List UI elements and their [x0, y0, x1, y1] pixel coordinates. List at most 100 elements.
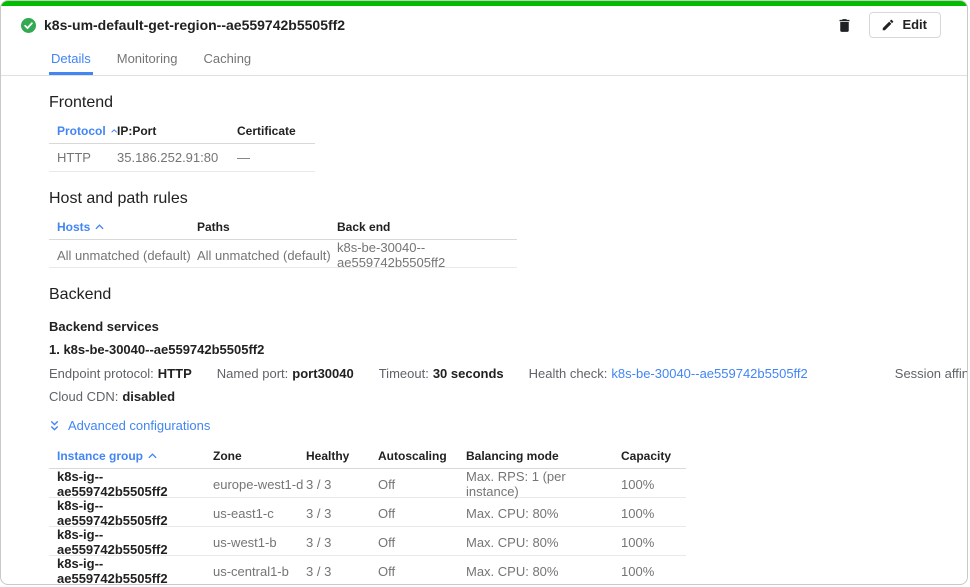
instance-group-table-header: Instance group Zone Healthy Autoscaling … — [49, 444, 686, 469]
healthy-cell: 3 / 3 — [306, 505, 332, 521]
advanced-configurations-label: Advanced configurations — [68, 418, 211, 433]
column-header-balancing-mode[interactable]: Balancing mode — [466, 449, 559, 463]
page-header: k8s-um-default-get-region--ae559742b5505… — [1, 6, 967, 44]
autoscaling-cell: Off — [378, 563, 396, 579]
autoscaling-cell: Off — [378, 534, 396, 550]
endpoint-protocol-value: HTTP — [157, 366, 192, 381]
column-header-label: Protocol — [57, 124, 106, 138]
column-header-autoscaling[interactable]: Autoscaling — [378, 449, 447, 463]
zone-cell: us-west1-b — [213, 534, 277, 550]
capacity-cell: 100% — [621, 505, 655, 521]
zone-cell: us-central1-b — [213, 563, 289, 579]
instance-group-row: k8s-ig--ae559742b5505ff2 us-west1-b 3 / … — [49, 527, 686, 557]
named-port-label: Named port: — [216, 366, 289, 381]
instance-group-row: k8s-ig--ae559742b5505ff2 us-central1-b 3… — [49, 556, 686, 585]
table-cell: k8s-be-30040--ae559742b5505ff2 — [337, 240, 446, 270]
edit-button-label: Edit — [902, 17, 927, 32]
healthy-cell: 3 / 3 — [306, 476, 332, 492]
named-port: Named port: port30040 — [217, 366, 354, 381]
frontend-table-header: Protocol IP:Port Certificate — [49, 119, 315, 144]
session-affinity: Session affinity:None — [894, 366, 967, 381]
tab-monitoring[interactable]: Monitoring — [116, 51, 178, 66]
column-header-certificate[interactable]: Certificate — [237, 124, 296, 138]
column-header-healthy[interactable]: Healthy — [306, 449, 350, 463]
balancing-mode-cell: Max. RPS: 1 (per instance) — [466, 469, 566, 499]
capacity-cell: 100% — [621, 476, 655, 492]
backend-service-name: 1. k8s-be-30040--ae559742b5505ff2 — [49, 342, 265, 357]
named-port-value: port30040 — [292, 366, 354, 381]
autoscaling-cell: Off — [378, 476, 396, 492]
instance-group-name-cell: k8s-ig--ae559742b5505ff2 — [57, 556, 168, 585]
delete-button[interactable] — [832, 13, 857, 38]
session-affinity-label: Session affinity: — [894, 366, 967, 381]
cloud-cdn-value: disabled — [122, 389, 176, 404]
cloud-cdn: Cloud CDN: disabled — [49, 389, 175, 404]
healthy-cell: 3 / 3 — [306, 534, 332, 550]
health-check: Health check: k8s-be-30040--ae559742b5505… — [529, 366, 808, 381]
column-header-label: Instance group — [57, 449, 144, 463]
timeout: Timeout: 30 seconds — [379, 366, 504, 381]
page-title: k8s-um-default-get-region--ae559742b5505… — [44, 17, 346, 33]
column-header-protocol[interactable]: Protocol — [57, 124, 117, 138]
tab-caching[interactable]: Caching — [203, 51, 252, 66]
column-header-ip-port[interactable]: IP:Port — [117, 124, 157, 138]
balancing-mode-cell: Max. CPU: 80% — [466, 563, 559, 579]
tab-bar: Details Monitoring Caching — [1, 44, 967, 76]
timeout-value: 30 seconds — [432, 366, 504, 381]
instance-group-name-cell: k8s-ig--ae559742b5505ff2 — [57, 527, 168, 557]
instance-group-name-cell: k8s-ig--ae559742b5505ff2 — [57, 469, 168, 499]
capacity-cell: 100% — [621, 563, 655, 579]
pencil-icon — [883, 19, 894, 30]
cloud-cdn-row: Cloud CDN: disabled — [49, 389, 919, 404]
tab-details[interactable]: Details — [49, 47, 93, 75]
sort-ascending-icon — [95, 224, 104, 230]
health-check-link[interactable]: k8s-be-30040--ae559742b5505ff2 — [611, 366, 808, 381]
backend-service-meta: Endpoint protocol: HTTP Named port: port30… — [49, 366, 967, 381]
frontend-table-row: HTTP 35.186.252.91:80 — — [49, 144, 315, 172]
double-chevron-down-icon — [50, 420, 59, 431]
status-healthy-icon — [21, 17, 36, 33]
zone-cell: europe-west1-d — [213, 476, 304, 492]
column-header-label: Hosts — [57, 220, 91, 234]
sort-ascending-icon — [110, 129, 117, 133]
capacity-cell: 100% — [621, 534, 655, 550]
autoscaling-cell: Off — [378, 505, 396, 521]
balancing-mode-cell: Max. CPU: 80% — [466, 505, 559, 521]
column-header-paths[interactable]: Paths — [197, 220, 230, 234]
backend-services-heading: Backend services — [49, 319, 159, 334]
column-header-capacity[interactable]: Capacity — [621, 449, 672, 463]
instance-group-row: k8s-ig--ae559742b5505ff2 europe-west1-d … — [49, 469, 686, 499]
balancing-mode-cell: Max. CPU: 80% — [466, 534, 559, 550]
table-cell: — — [237, 150, 250, 165]
column-header-zone[interactable]: Zone — [213, 449, 242, 463]
health-check-label: Health check: — [528, 366, 608, 381]
sort-ascending-icon — [148, 453, 157, 459]
zone-cell: us-east1-c — [213, 505, 274, 521]
table-cell: 35.186.252.91:80 — [117, 150, 219, 165]
endpoint-protocol: Endpoint protocol: HTTP — [49, 366, 192, 381]
column-header-backend[interactable]: Back end — [337, 220, 391, 234]
edit-button[interactable]: Edit — [869, 12, 941, 38]
table-cell: All unmatched (default) — [197, 247, 331, 263]
table-cell: All unmatched (default) — [57, 247, 191, 263]
instance-group-table: Instance group Zone Healthy Autoscaling … — [49, 444, 686, 585]
section-title-host-path-rules: Host and path rules — [49, 190, 188, 207]
instance-group-name-cell: k8s-ig--ae559742b5505ff2 — [57, 498, 168, 528]
top-accent-bar — [1, 1, 967, 6]
table-cell: HTTP — [57, 150, 91, 165]
host-path-table-row: All unmatched (default) All unmatched (d… — [49, 240, 517, 270]
host-path-rules-table: Hosts Paths Back end All unmatched (defa… — [49, 215, 517, 270]
trash-icon — [839, 18, 850, 32]
column-header-instance-group[interactable]: Instance group — [57, 449, 213, 463]
frontend-table: Protocol IP:Port Certificate HTTP 35.186… — [49, 119, 315, 172]
details-content: Frontend Protocol IP:Port Certificate HT… — [1, 94, 967, 585]
section-title-frontend: Frontend — [49, 94, 114, 111]
section-title-backend: Backend — [49, 286, 112, 303]
healthy-cell: 3 / 3 — [306, 563, 332, 579]
instance-group-row: k8s-ig--ae559742b5505ff2 us-east1-c 3 / … — [49, 498, 686, 528]
timeout-label: Timeout: — [378, 366, 429, 381]
column-header-hosts[interactable]: Hosts — [57, 220, 197, 234]
host-path-table-header: Hosts Paths Back end — [49, 215, 517, 240]
advanced-configurations-link[interactable]: Advanced configurations — [49, 418, 919, 433]
